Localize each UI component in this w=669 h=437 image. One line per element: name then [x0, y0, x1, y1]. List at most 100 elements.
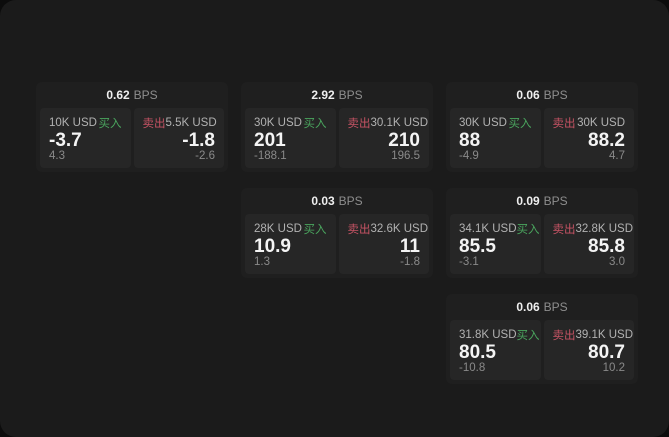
buy-delta: 4.3	[49, 150, 65, 162]
buy-price: 10.9	[254, 236, 291, 257]
bps-unit-label: BPS	[543, 88, 568, 102]
buy-price: 80.5	[459, 342, 496, 363]
sell-top-row: 卖出 32.6K USD	[347, 221, 429, 237]
buy-panel[interactable]: 31.8K USD 买入 80.5 -10.8	[450, 320, 541, 380]
quote-card: 2.92 BPS 30K USD 买入 201 -188.1 卖出 30.1K …	[241, 82, 433, 172]
buy-top-row: 10K USD 买入	[49, 115, 122, 131]
buy-top-row: 30K USD 买入	[459, 115, 532, 131]
buy-delta: -188.1	[254, 150, 287, 162]
quote-card: 0.06 BPS 30K USD 买入 88 -4.9 卖出 30K USD 8…	[446, 82, 638, 172]
quote-card: 0.06 BPS 31.8K USD 买入 80.5 -10.8 卖出 39.1…	[446, 294, 638, 384]
bps-value: 2.92	[311, 88, 335, 102]
buy-side-label: 买入	[516, 224, 540, 236]
buy-panel[interactable]: 30K USD 买入 88 -4.9	[450, 108, 541, 168]
sell-delta: 4.7	[609, 150, 625, 162]
buy-top-row: 28K USD 买入	[254, 221, 327, 237]
buy-side-label: 买入	[516, 330, 540, 342]
sell-price: 80.7	[588, 342, 625, 363]
buy-panel[interactable]: 10K USD 买入 -3.7 4.3	[40, 108, 131, 168]
sell-price: -1.8	[182, 130, 215, 151]
buy-delta: 1.3	[254, 256, 270, 268]
sell-price: 11	[399, 236, 420, 257]
buy-sell-panels: 30K USD 买入 88 -4.9 卖出 30K USD 88.2 4.7	[446, 108, 638, 172]
sell-delta: -1.8	[400, 256, 420, 268]
sell-top-row: 卖出 30K USD	[553, 115, 626, 131]
sell-top-row: 卖出 30.1K USD	[347, 115, 429, 131]
sell-side-label: 卖出	[552, 330, 576, 342]
sell-side-label: 卖出	[552, 224, 576, 236]
sell-panel[interactable]: 卖出 30.1K USD 210 196.5	[338, 108, 429, 168]
sell-top-row: 卖出 32.8K USD	[552, 221, 634, 237]
sell-panel[interactable]: 卖出 32.8K USD 85.8 3.0	[543, 214, 634, 274]
sell-size: 30K USD	[577, 117, 625, 129]
buy-panel[interactable]: 30K USD 买入 201 -188.1	[245, 108, 336, 168]
buy-delta: -4.9	[459, 150, 479, 162]
sell-size: 32.8K USD	[575, 223, 634, 235]
quote-card: 0.09 BPS 34.1K USD 买入 85.5 -3.1 卖出 32.8K…	[446, 188, 638, 278]
bps-value: 0.62	[106, 88, 130, 102]
sell-delta: 3.0	[609, 256, 625, 268]
buy-price: 201	[254, 130, 286, 151]
sell-delta: 10.2	[602, 362, 625, 374]
bps-unit-label: BPS	[543, 194, 568, 208]
cards-grid: 0.62 BPS 10K USD 买入 -3.7 4.3 卖出 5.5K USD…	[36, 82, 638, 384]
buy-side-label: 买入	[303, 118, 327, 130]
buy-sell-panels: 28K USD 买入 10.9 1.3 卖出 32.6K USD 11 -1.8	[241, 214, 433, 278]
buy-panel[interactable]: 34.1K USD 买入 85.5 -3.1	[450, 214, 541, 274]
buy-sell-panels: 31.8K USD 买入 80.5 -10.8 卖出 39.1K USD 80.…	[446, 320, 638, 384]
bps-value: 0.06	[516, 300, 540, 314]
buy-side-label: 买入	[98, 118, 122, 130]
sell-side-label: 卖出	[552, 118, 576, 130]
bps-unit-label: BPS	[338, 194, 363, 208]
sell-size: 5.5K USD	[165, 117, 217, 129]
sell-price: 85.8	[588, 236, 625, 257]
buy-side-label: 买入	[303, 224, 327, 236]
buy-size: 34.1K USD	[459, 223, 517, 235]
sell-side-label: 卖出	[347, 224, 371, 236]
sell-delta: -2.6	[195, 150, 215, 162]
bps-value: 0.03	[311, 194, 335, 208]
buy-side-label: 买入	[508, 118, 532, 130]
buy-sell-panels: 34.1K USD 买入 85.5 -3.1 卖出 32.8K USD 85.8…	[446, 214, 638, 278]
card-header: 2.92 BPS	[241, 82, 433, 108]
sell-size: 30.1K USD	[370, 117, 429, 129]
sell-top-row: 卖出 39.1K USD	[552, 327, 634, 343]
bps-value: 0.09	[516, 194, 540, 208]
buy-delta: -10.8	[459, 362, 486, 374]
sell-size: 32.6K USD	[370, 223, 429, 235]
sell-side-label: 卖出	[142, 118, 166, 130]
buy-sell-panels: 10K USD 买入 -3.7 4.3 卖出 5.5K USD -1.8 -2.…	[36, 108, 228, 172]
sell-panel[interactable]: 卖出 39.1K USD 80.7 10.2	[543, 320, 634, 380]
buy-top-row: 34.1K USD 买入	[459, 221, 540, 237]
sell-price: 88.2	[588, 130, 625, 151]
sell-panel[interactable]: 卖出 32.6K USD 11 -1.8	[338, 214, 429, 274]
buy-price: 88	[459, 130, 481, 151]
buy-price: 85.5	[459, 236, 496, 257]
quote-card: 0.03 BPS 28K USD 买入 10.9 1.3 卖出 32.6K US…	[241, 188, 433, 278]
card-header: 0.06 BPS	[446, 294, 638, 320]
card-header: 0.62 BPS	[36, 82, 228, 108]
buy-panel[interactable]: 28K USD 买入 10.9 1.3	[245, 214, 336, 274]
sell-side-label: 卖出	[347, 118, 371, 130]
quote-card: 0.62 BPS 10K USD 买入 -3.7 4.3 卖出 5.5K USD…	[36, 82, 228, 172]
buy-size: 31.8K USD	[459, 329, 517, 341]
card-header: 0.03 BPS	[241, 188, 433, 214]
buy-size: 30K USD	[459, 117, 507, 129]
sell-price: 210	[388, 130, 420, 151]
buy-size: 10K USD	[49, 117, 97, 129]
sell-top-row: 卖出 5.5K USD	[142, 115, 217, 131]
buy-sell-panels: 30K USD 买入 201 -188.1 卖出 30.1K USD 210 1…	[241, 108, 433, 172]
bps-unit-label: BPS	[338, 88, 363, 102]
bps-value: 0.06	[516, 88, 540, 102]
buy-size: 28K USD	[254, 223, 302, 235]
buy-top-row: 30K USD 买入	[254, 115, 327, 131]
sell-panel[interactable]: 卖出 30K USD 88.2 4.7	[543, 108, 634, 168]
buy-price: -3.7	[49, 130, 82, 151]
buy-top-row: 31.8K USD 买入	[459, 327, 540, 343]
card-header: 0.06 BPS	[446, 82, 638, 108]
bps-unit-label: BPS	[543, 300, 568, 314]
sell-panel[interactable]: 卖出 5.5K USD -1.8 -2.6	[133, 108, 224, 168]
sell-delta: 196.5	[391, 150, 420, 162]
bps-unit-label: BPS	[133, 88, 158, 102]
